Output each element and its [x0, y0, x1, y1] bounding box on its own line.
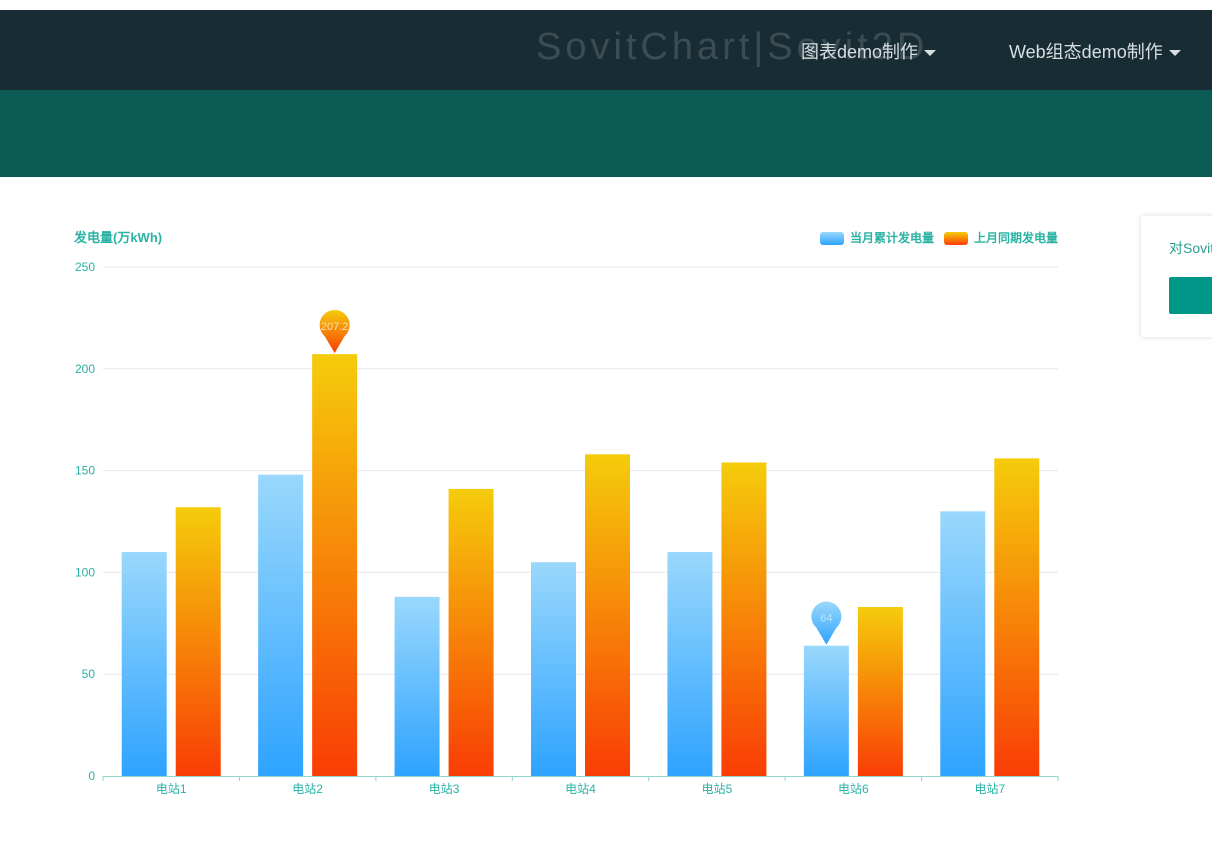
side-card-text: 对Sovit: [1169, 240, 1212, 256]
bar-series2[interactable]: [175, 507, 221, 776]
legend-label[interactable]: 上月同期发电量: [974, 230, 1058, 245]
y-tick-label: 150: [75, 464, 95, 478]
x-tick-label: 电站6: [838, 782, 869, 796]
bar-series2[interactable]: [721, 462, 767, 776]
x-tick-label: 电站7: [974, 782, 1005, 796]
side-card: 对Sovit: [1141, 216, 1212, 337]
x-tick-label: 电站2: [292, 782, 323, 796]
data-marker-label: 64: [820, 613, 832, 625]
data-marker-label: 207.2: [321, 321, 349, 333]
bar-chart: 发电量(万kWh) 0 50 100 150 200 250 电站1 电站2 电站3 电站4 电站…: [60, 215, 1070, 815]
x-tick-label: 电站5: [702, 782, 733, 796]
bar-series1[interactable]: [667, 552, 713, 776]
brand-title: SovitChart|Sovit2D: [536, 26, 929, 68]
nav-menu-chart-demo[interactable]: 图表demo制作: [801, 38, 937, 64]
y-tick-label: 0: [88, 769, 95, 783]
bar-series1[interactable]: [258, 474, 304, 776]
x-tick-label: 电站1: [156, 782, 187, 796]
chevron-down-icon: [924, 50, 937, 57]
top-strip: [0, 0, 1212, 10]
x-tick-label: 电站3: [429, 782, 460, 796]
bar-series1[interactable]: [531, 562, 576, 776]
legend-swatch[interactable]: [944, 232, 968, 245]
y-axis-title: 发电量(万kWh): [73, 230, 162, 245]
bar-series1[interactable]: [803, 645, 849, 776]
data-marker-pin: [319, 309, 350, 354]
y-tick-label: 250: [75, 260, 95, 274]
y-tick-label: 100: [75, 565, 95, 579]
y-tick-label: 50: [82, 667, 96, 681]
legend-label[interactable]: 当月累计发电量: [850, 230, 934, 245]
bar-series1[interactable]: [940, 511, 986, 776]
chevron-down-icon: [1168, 50, 1181, 57]
legend-swatch[interactable]: [820, 232, 844, 245]
nav-menu-web-demo-label: Web组态demo制作: [1009, 42, 1163, 62]
bar-series1[interactable]: [394, 596, 440, 776]
navbar: SovitChart|Sovit2D 图表demo制作 Web组态demo制作: [0, 10, 1212, 90]
chart-svg: 发电量(万kWh) 0 50 100 150 200 250 电站1 电站2 电站3 电站4 电站…: [73, 230, 1059, 796]
data-marker-pin: [811, 601, 842, 645]
bar-series2[interactable]: [857, 607, 903, 776]
bar-series2[interactable]: [994, 458, 1040, 776]
bar-series2[interactable]: [448, 488, 494, 776]
x-tick-label: 电站4: [565, 782, 596, 796]
nav-menu-chart-demo-label: 图表demo制作: [801, 42, 919, 62]
nav-menu-web-demo[interactable]: Web组态demo制作: [1009, 38, 1181, 64]
banner: [0, 90, 1212, 177]
y-tick-label: 200: [75, 362, 95, 376]
bar-series1[interactable]: [121, 552, 167, 776]
bar-series2[interactable]: [585, 454, 630, 776]
bar-series2[interactable]: [312, 354, 358, 776]
side-card-button[interactable]: [1169, 277, 1212, 314]
